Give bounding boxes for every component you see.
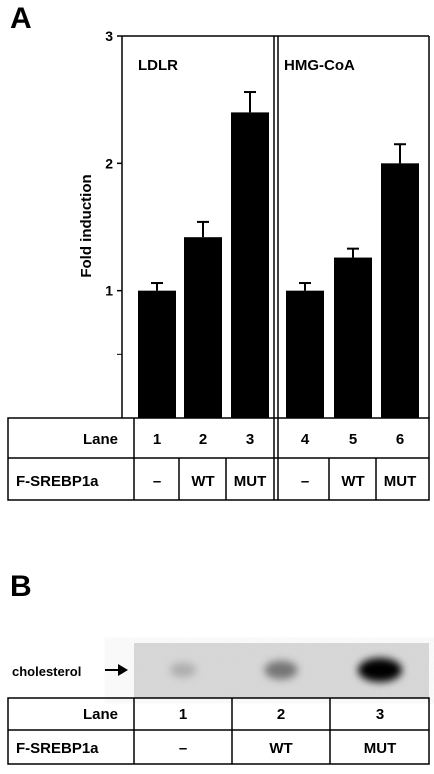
band-arrow-head	[118, 664, 128, 676]
bar-lane-1	[138, 290, 176, 418]
construct-label: WT	[341, 473, 364, 490]
construct-label: WT	[191, 473, 214, 490]
construct-label: MUT	[234, 473, 267, 490]
group-label-hmg-coa: HMG-CoA	[284, 57, 355, 74]
panel-a-lane-labels: 1 2 3 4 5 6	[153, 431, 404, 448]
tlc-spot-lane-2	[264, 660, 298, 680]
construct-label: –	[153, 473, 161, 490]
lane-label: 4	[301, 431, 310, 448]
lane-label: 3	[246, 431, 254, 448]
panel-b-lane-row-label: Lane	[83, 706, 118, 723]
tlc-image	[134, 643, 429, 698]
panel-a-lane-row-label: Lane	[83, 431, 118, 448]
bar-series	[138, 91, 419, 419]
lane-label: 6	[396, 431, 404, 448]
bar-lane-5	[334, 257, 372, 418]
panel-a-table-border	[7, 417, 430, 501]
lane-label: 2	[199, 431, 207, 448]
tlc-spots	[170, 658, 402, 682]
panel-b-table-border	[7, 697, 430, 765]
y-tick-label: 3	[105, 28, 113, 44]
panel-a-letter: A	[10, 2, 32, 35]
panel-a-table: Lane F-SREBP1a 1 2 3 4 5 6 – WT MUT – WT MUT	[7, 417, 430, 501]
band-arrow	[105, 664, 128, 676]
band-label-cholesterol: cholesterol	[12, 664, 81, 679]
chart-frame	[121, 35, 430, 418]
y-axis-label: Fold induction	[78, 174, 95, 277]
panel-b-construct-labels: – WT MUT	[179, 740, 396, 757]
panel-b-table: Lane F-SREBP1a 1 2 3 – WT MUT	[7, 697, 430, 765]
bar-lane-6	[381, 163, 419, 418]
construct-label: –	[301, 473, 309, 490]
y-axis-ticks: 1 2 3	[105, 28, 122, 355]
panel-a-construct-row-label: F-SREBP1a	[16, 473, 99, 490]
lane-label: 3	[376, 706, 384, 723]
construct-label: WT	[269, 740, 292, 757]
construct-label: MUT	[364, 740, 397, 757]
y-tick-label: 2	[105, 155, 113, 171]
lane-label: 1	[153, 431, 161, 448]
construct-label: –	[179, 740, 187, 757]
panel-a-construct-labels: – WT MUT – WT MUT	[153, 473, 416, 490]
tlc-spot-lane-3	[358, 658, 402, 682]
panel-b-construct-row-label: F-SREBP1a	[16, 740, 99, 757]
panel-b-letter: B	[10, 570, 32, 603]
lane-label: 1	[179, 706, 187, 723]
bar-lane-2	[184, 237, 222, 418]
lane-label: 2	[277, 706, 285, 723]
construct-label: MUT	[384, 473, 417, 490]
bar-lane-3	[231, 112, 269, 419]
group-label-ldlr: LDLR	[138, 57, 178, 74]
lane-label: 5	[349, 431, 357, 448]
y-tick-label: 1	[105, 283, 113, 299]
tlc-spot-lane-1	[170, 662, 196, 678]
bar-lane-4	[286, 290, 324, 418]
panel-b-lane-labels: 1 2 3	[179, 706, 384, 723]
